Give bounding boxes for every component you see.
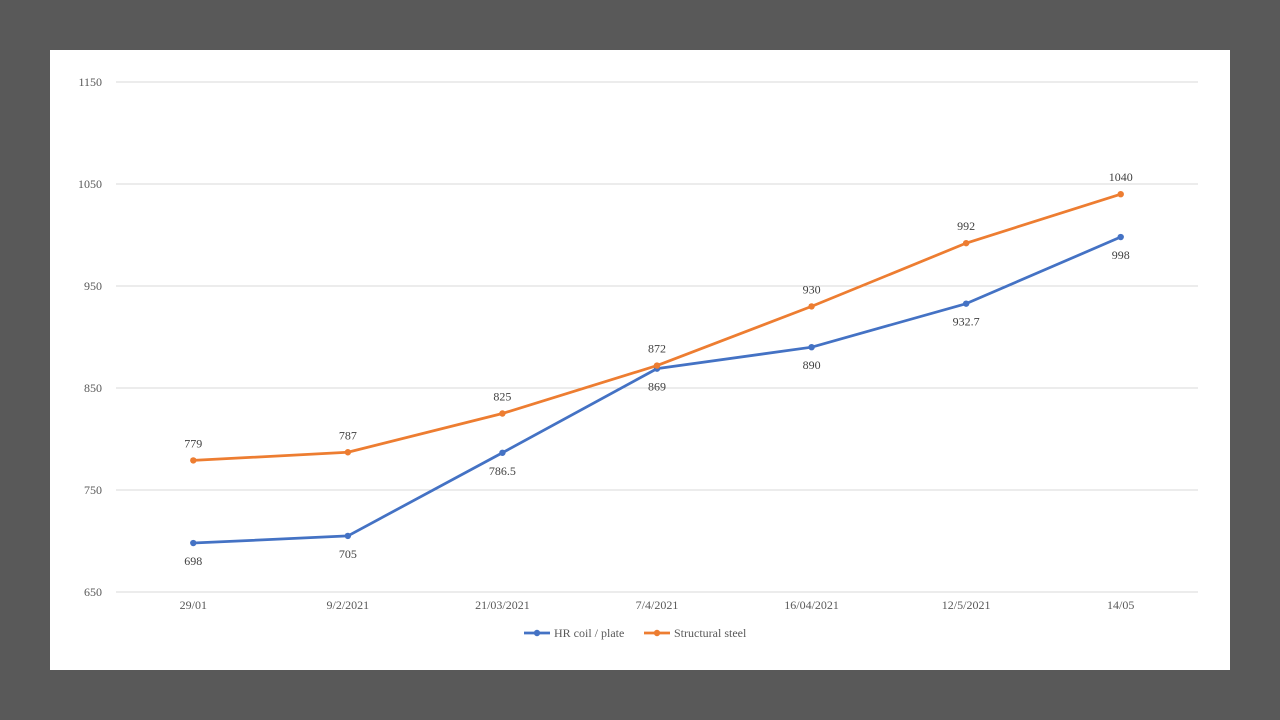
chart-panel: 650 750 850 950 1050 1150 29/01 9/2/2021 21/03/… xyxy=(50,50,1230,670)
legend-label-hr-coil-plate: HR coil / plate xyxy=(554,626,624,640)
data-point-structural-steel-3 xyxy=(499,410,506,417)
data-label-hr-coil-plate-3: 786.5 xyxy=(489,464,516,478)
x-tick-label-7: 14/05 xyxy=(1107,598,1134,612)
x-tick-label-3: 21/03/2021 xyxy=(475,598,530,612)
legend-label-structural-steel: Structural steel xyxy=(674,626,747,640)
data-point-structural-steel-4 xyxy=(653,362,661,369)
data-point-hr-coil-plate-1 xyxy=(190,539,197,547)
y-tick-label-1050: 1050 xyxy=(78,177,102,191)
legend-marker-hr-coil-plate xyxy=(533,629,541,637)
series-group xyxy=(190,191,1124,547)
data-point-structural-steel-1 xyxy=(190,457,197,464)
y-axis-ticks: 650 750 850 950 1050 1150 xyxy=(78,75,102,599)
legend-marker-structural-steel xyxy=(653,629,661,637)
data-point-hr-coil-plate-6 xyxy=(962,300,970,307)
data-label-structural-steel-5: 930 xyxy=(803,282,821,296)
data-point-hr-coil-plate-5 xyxy=(808,344,815,351)
data-labels: 698 705 786.5 869 890 932.7 998 779 787 825 872 930… xyxy=(184,170,1132,568)
y-tick-label-750: 750 xyxy=(84,483,102,497)
data-point-structural-steel-2 xyxy=(344,449,352,456)
data-label-structural-steel-4: 872 xyxy=(648,342,666,356)
x-tick-label-5: 16/04/2021 xyxy=(784,598,839,612)
data-label-hr-coil-plate-7: 998 xyxy=(1112,248,1130,262)
data-label-hr-coil-plate-4: 869 xyxy=(648,380,666,394)
y-tick-label-1150: 1150 xyxy=(78,75,102,89)
data-label-structural-steel-2: 787 xyxy=(339,428,357,442)
x-tick-label-4: 7/4/2021 xyxy=(636,598,679,612)
data-label-hr-coil-plate-6: 932.7 xyxy=(953,315,980,329)
legend: HR coil / plate Structural steel xyxy=(524,626,747,640)
y-tick-label-850: 850 xyxy=(84,381,102,395)
gridlines xyxy=(116,81,1198,593)
x-tick-label-6: 12/5/2021 xyxy=(942,598,991,612)
data-label-structural-steel-3: 825 xyxy=(493,390,511,404)
data-label-hr-coil-plate-1: 698 xyxy=(184,554,202,568)
data-label-hr-coil-plate-2: 705 xyxy=(339,547,357,561)
series-line-structural-steel xyxy=(191,192,1123,462)
data-label-structural-steel-6: 992 xyxy=(957,219,975,233)
data-point-structural-steel-7 xyxy=(1117,191,1124,198)
x-tick-label-2: 9/2/2021 xyxy=(327,598,370,612)
data-point-structural-steel-6 xyxy=(962,239,970,247)
line-chart: 650 750 850 950 1050 1150 29/01 9/2/2021 21/03/… xyxy=(78,75,1198,640)
legend-item-hr-coil-plate[interactable]: HR coil / plate xyxy=(524,626,624,640)
y-tick-label-950: 950 xyxy=(84,279,102,293)
data-label-hr-coil-plate-5: 890 xyxy=(803,358,821,372)
y-tick-label-650: 650 xyxy=(84,585,102,599)
data-point-structural-steel-5 xyxy=(808,303,815,310)
data-label-structural-steel-1: 779 xyxy=(184,436,202,450)
legend-item-structural-steel[interactable]: Structural steel xyxy=(644,626,747,640)
data-point-hr-coil-plate-2 xyxy=(344,532,352,540)
data-point-hr-coil-plate-7 xyxy=(1117,233,1124,241)
data-point-hr-coil-plate-3 xyxy=(499,449,506,456)
x-tick-label-1: 29/01 xyxy=(180,598,207,612)
data-label-structural-steel-7: 1040 xyxy=(1109,170,1133,184)
x-axis-ticks: 29/01 9/2/2021 21/03/2021 7/4/2021 16/04/202… xyxy=(180,598,1135,612)
